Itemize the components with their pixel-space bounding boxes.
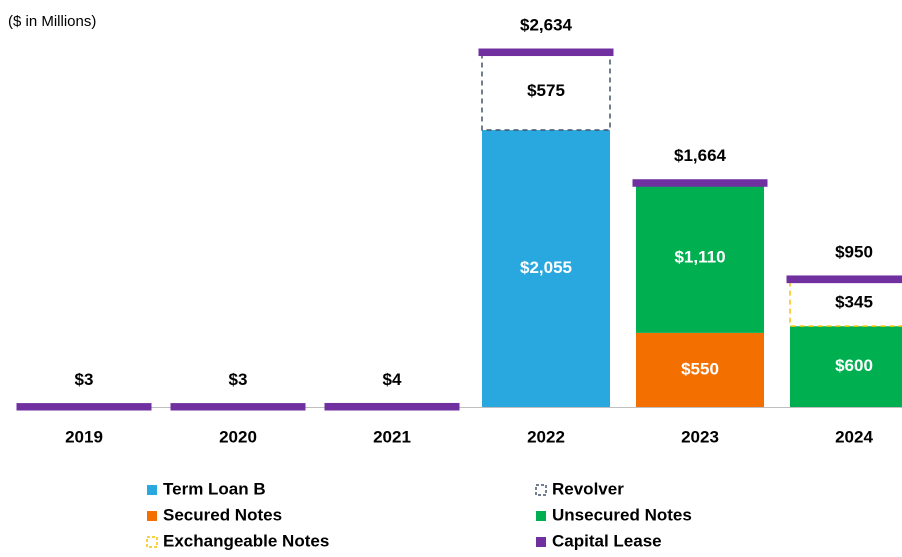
x-tick-label: 2022	[527, 427, 565, 446]
bar-segment	[790, 326, 902, 407]
bar-segment	[478, 48, 614, 57]
legend-label: Term Loan B	[163, 479, 266, 498]
legend-swatch	[536, 537, 546, 547]
legend-swatch	[535, 484, 547, 496]
total-label: $2,634	[520, 15, 573, 34]
legend-label: Capital Lease	[552, 531, 662, 550]
segment-label: $2,055	[520, 258, 572, 277]
total-label: $4	[383, 370, 402, 389]
bar-segment	[481, 51, 611, 131]
legend-label: Revolver	[552, 479, 624, 498]
total-label: $3	[229, 370, 248, 389]
x-tick-label: 2020	[219, 427, 257, 446]
segment-label: $550	[681, 359, 719, 378]
x-tick-label: 2024	[835, 427, 873, 446]
x-tick-label: 2019	[65, 427, 103, 446]
legend-label: Secured Notes	[163, 505, 282, 524]
bar-segment	[636, 183, 764, 333]
legend-swatch	[146, 536, 158, 548]
legend-swatch	[147, 485, 157, 495]
bar-segment	[636, 332, 764, 407]
total-label: $1,664	[674, 146, 727, 165]
chart-subtitle: ($ in Millions)	[8, 13, 96, 30]
legend-label: Exchangeable Notes	[163, 531, 329, 550]
bar-segment	[324, 402, 460, 411]
bar-segment	[632, 179, 768, 187]
total-label: $950	[835, 242, 873, 261]
bar-segment	[482, 130, 610, 407]
segment-label: $575	[527, 81, 565, 100]
x-tick-label: 2021	[373, 427, 411, 446]
total-label: $3	[75, 370, 94, 389]
segment-label: $345	[835, 292, 873, 311]
legend-swatch	[536, 511, 546, 521]
legend-swatch	[147, 511, 157, 521]
segment-label: $1,110	[674, 248, 725, 267]
x-tick-label: 2023	[681, 427, 719, 446]
bar-segment	[786, 275, 902, 284]
legend-label: Unsecured Notes	[552, 505, 692, 524]
segment-label: $600	[835, 356, 873, 375]
bar-segment	[789, 278, 902, 327]
